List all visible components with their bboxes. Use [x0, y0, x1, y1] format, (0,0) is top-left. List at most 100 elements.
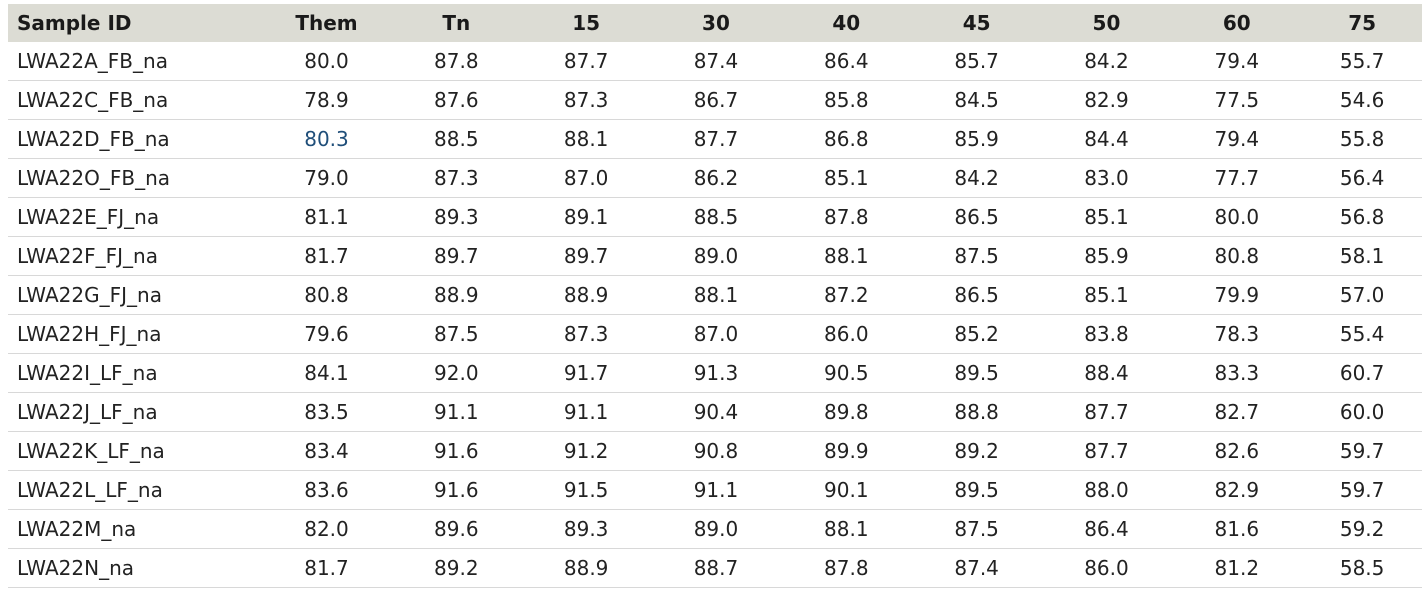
table-row: LWA22L_LF_na 83.6 91.6 91.5 91.1 90.1 89.5 88.0… [8, 470, 1422, 510]
value-cell: 90.8 [651, 431, 781, 471]
value-cell: 87.8 [391, 42, 522, 81]
sample-id-cell: LWA22I_LF_na [8, 353, 262, 393]
column-header-them[interactable]: Them [295, 11, 358, 35]
value-cell: 89.3 [521, 509, 652, 549]
sample-id-cell: LWA22D_FB_na [8, 119, 262, 159]
column-header-60[interactable]: 60 [1222, 11, 1251, 35]
column-header-45[interactable]: 45 [962, 11, 991, 35]
value-cell: 86.4 [780, 42, 912, 81]
table-row: LWA22E_FJ_na 81.1 89.3 89.1 88.5 87.8 86.5 85.1… [8, 197, 1422, 237]
value-cell: 89.2 [391, 548, 522, 588]
value-cell: 87.5 [391, 314, 522, 354]
value-cell: 87.3 [521, 314, 652, 354]
value-cell: 78.3 [1171, 314, 1303, 354]
sample-id-cell: LWA22C_FB_na [8, 80, 262, 120]
sample-id-cell: LWA22J_LF_na [8, 392, 262, 432]
value-cell: 87.0 [651, 314, 781, 354]
table-row: LWA22G_FJ_na 80.8 88.9 88.9 88.1 87.2 86.5 85.1… [8, 275, 1422, 315]
value-cell: 56.8 [1302, 197, 1422, 237]
value-cell: 84.2 [911, 158, 1042, 198]
value-cell: 86.4 [1041, 509, 1172, 549]
value-cell: 85.8 [780, 80, 912, 120]
table-row: LWA22M_na 82.0 89.6 89.3 89.0 88.1 87.5 86.4 81.… [8, 509, 1422, 549]
value-cell: 87.6 [391, 80, 522, 120]
column-header-75[interactable]: 75 [1348, 11, 1377, 35]
value-cell: 85.9 [1041, 236, 1172, 276]
table-header-row: Sample ID Them Tn 15 30 40 45 50 60 75 [8, 4, 1422, 42]
column-header-30[interactable]: 30 [702, 11, 730, 35]
value-cell: 91.3 [651, 353, 781, 393]
value-cell: 91.1 [391, 392, 522, 432]
table-row: LWA22O_FB_na 79.0 87.3 87.0 86.2 85.1 84.2 83.0… [8, 158, 1422, 198]
value-cell: 79.9 [1171, 275, 1303, 315]
value-cell: 88.1 [521, 119, 652, 159]
value-cell: 87.3 [521, 80, 652, 120]
value-cell: 87.7 [1041, 392, 1172, 432]
table-row: LWA22H_FJ_na 79.6 87.5 87.3 87.0 86.0 85.2 83.8… [8, 314, 1422, 354]
value-cell: 89.0 [651, 509, 781, 549]
value-cell: 88.0 [1041, 470, 1172, 510]
value-cell: 87.4 [651, 42, 781, 81]
table-row: LWA22I_LF_na 84.1 92.0 91.7 91.3 90.5 89.5 88.4… [8, 353, 1422, 393]
table-row: LWA22A_FB_na 80.0 87.8 87.7 87.4 86.4 85.7 84.2… [8, 42, 1422, 81]
value-cell: 87.4 [911, 548, 1042, 588]
value-cell: 81.2 [1171, 548, 1303, 588]
value-cell: 88.1 [780, 236, 912, 276]
value-cell: 90.1 [780, 470, 912, 510]
value-cell: 86.0 [1041, 548, 1172, 588]
value-cell: 88.4 [1041, 353, 1172, 393]
value-cell: 83.6 [261, 470, 392, 510]
value-cell: 83.4 [261, 431, 392, 471]
value-cell[interactable]: 80.3 [261, 119, 392, 159]
value-cell: 91.5 [521, 470, 652, 510]
value-cell: 88.8 [911, 392, 1042, 432]
value-cell: 88.9 [521, 275, 652, 315]
value-cell: 87.7 [1041, 431, 1172, 471]
value-cell: 82.9 [1171, 470, 1303, 510]
value-cell: 57.0 [1302, 275, 1422, 315]
value-cell: 79.0 [261, 158, 392, 198]
value-cell: 91.6 [391, 431, 522, 471]
value-cell: 86.7 [651, 80, 781, 120]
sample-id-cell: LWA22F_FJ_na [8, 236, 262, 276]
value-cell: 86.5 [911, 275, 1042, 315]
value-cell: 91.1 [521, 392, 652, 432]
value-cell: 88.1 [651, 275, 781, 315]
value-cell: 79.6 [261, 314, 392, 354]
value-cell: 59.7 [1302, 470, 1422, 510]
value-cell: 84.2 [1041, 42, 1172, 81]
value-cell: 77.7 [1171, 158, 1303, 198]
value-cell: 88.7 [651, 548, 781, 588]
value-cell: 60.0 [1302, 392, 1422, 432]
value-cell: 80.8 [261, 275, 392, 315]
column-header-40[interactable]: 40 [832, 11, 861, 35]
column-header-sample-id[interactable]: Sample ID [17, 11, 132, 35]
value-cell: 89.8 [780, 392, 912, 432]
value-cell: 81.1 [261, 197, 392, 237]
sample-id-cell: LWA22N_na [8, 548, 262, 588]
column-header-15[interactable]: 15 [572, 11, 601, 35]
value-cell: 86.8 [780, 119, 912, 159]
value-cell: 81.7 [261, 548, 392, 588]
value-cell: 58.5 [1302, 548, 1422, 588]
value-cell: 87.2 [780, 275, 912, 315]
value-cell: 89.2 [911, 431, 1042, 471]
value-cell: 87.0 [521, 158, 652, 198]
table-body: LWA22A_FB_na 80.0 87.8 87.7 87.4 86.4 85.7 84.2… [8, 42, 1422, 588]
column-header-tn[interactable]: Tn [442, 11, 471, 35]
value-cell: 85.9 [911, 119, 1042, 159]
sample-id-cell: LWA22E_FJ_na [8, 197, 262, 237]
value-cell: 89.0 [651, 236, 781, 276]
sample-id-cell: LWA22G_FJ_na [8, 275, 262, 315]
value-cell: 79.4 [1171, 42, 1303, 81]
column-header-50[interactable]: 50 [1092, 11, 1121, 35]
value-cell: 89.5 [911, 353, 1042, 393]
value-cell: 87.3 [391, 158, 522, 198]
value-cell: 56.4 [1302, 158, 1422, 198]
value-cell: 78.9 [261, 80, 392, 120]
value-cell: 80.0 [1171, 197, 1303, 237]
table-row: LWA22N_na 81.7 89.2 88.9 88.7 87.8 87.4 86.0 81.… [8, 548, 1422, 588]
value-cell: 87.8 [780, 197, 912, 237]
value-cell: 82.9 [1041, 80, 1172, 120]
value-cell: 85.1 [1041, 197, 1172, 237]
